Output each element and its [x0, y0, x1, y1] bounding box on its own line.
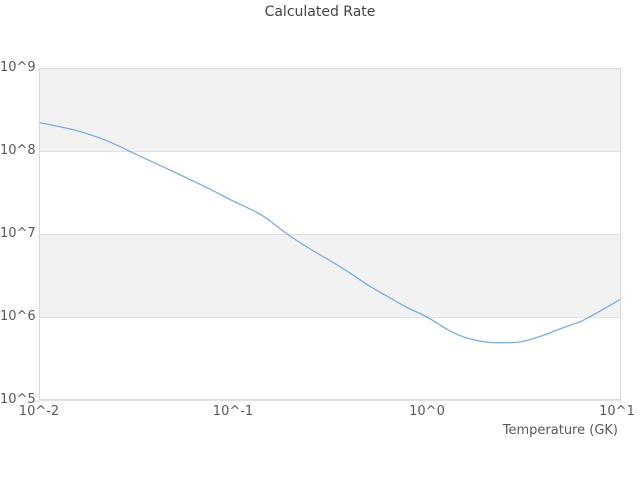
x-tick-label: 10^1	[599, 404, 635, 419]
x-tick-label: 10^-2	[18, 404, 60, 419]
y-tick-label: 10^7	[0, 226, 36, 241]
rate-line	[38, 121, 622, 344]
y-tick-label: 10^5	[0, 392, 36, 407]
plot-bands-layer	[39, 68, 621, 317]
y-tick-label: 10^8	[0, 143, 36, 158]
plot-band	[39, 234, 621, 317]
y-tick-label: 10^9	[0, 60, 36, 75]
x-tick-label: 10^-1	[212, 404, 254, 419]
x-tick-label: 10^0	[409, 404, 445, 419]
chart-title: Calculated Rate	[264, 4, 376, 20]
plot-border-layer	[39, 68, 621, 400]
x-axis-title: Temperature (GK)	[502, 423, 618, 438]
plot-border	[39, 68, 621, 400]
plot-band	[39, 68, 621, 151]
series-layer	[38, 121, 622, 344]
y-tick-label: 10^6	[0, 309, 36, 324]
